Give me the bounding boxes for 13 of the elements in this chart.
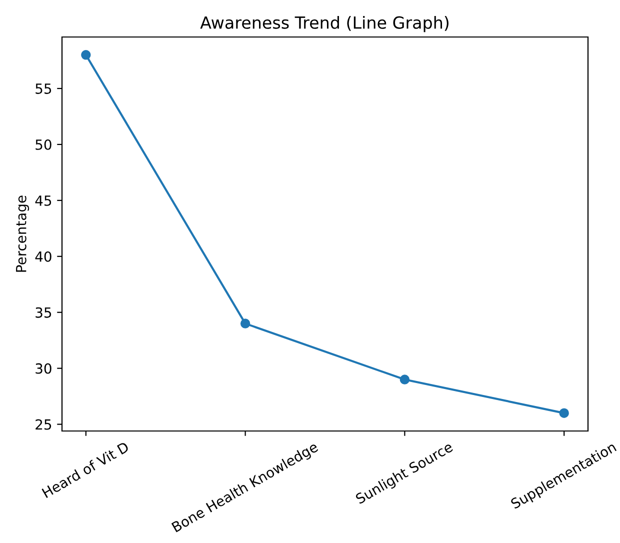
point xyxy=(559,408,569,418)
y-tick-label: 55 xyxy=(36,84,52,94)
y-tick-label: 50 xyxy=(36,139,52,150)
y-axis-title: Percentage xyxy=(16,196,30,272)
y-tick-label: 45 xyxy=(35,196,52,206)
y-tick-label: 30 xyxy=(36,363,52,374)
point xyxy=(400,374,410,384)
y-tick-label: 40 xyxy=(35,251,52,262)
y-tick-label: 35 xyxy=(36,307,52,318)
chart-title: Awareness Trend (Line Graph) xyxy=(200,16,448,32)
point xyxy=(240,318,250,328)
y-tick-label: 25 xyxy=(36,419,52,430)
point xyxy=(81,50,91,60)
